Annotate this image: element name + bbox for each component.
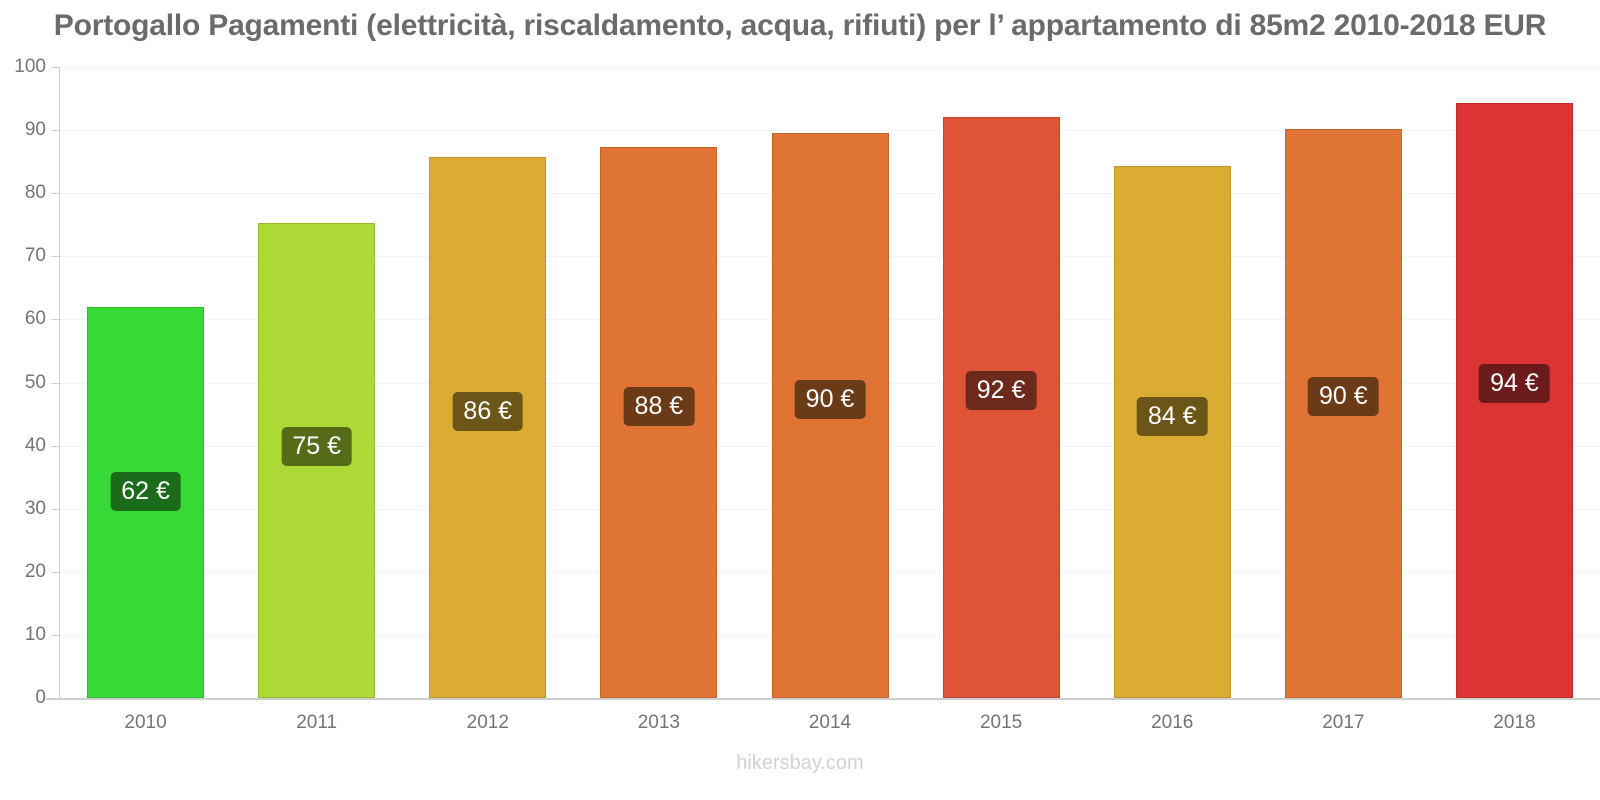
bar[interactable]: 75 € xyxy=(258,222,376,698)
x-axis-tick-label: 2010 xyxy=(124,712,167,733)
bar-value-label: 84 € xyxy=(1136,397,1208,437)
bar[interactable]: 92 € xyxy=(942,117,1060,698)
y-axis-tick-mark xyxy=(51,193,60,195)
y-axis-tick-label: 10 xyxy=(24,623,46,645)
gridline xyxy=(60,67,1600,68)
x-axis-tick-label: 2017 xyxy=(1322,712,1365,733)
bar[interactable]: 84 € xyxy=(1113,166,1231,698)
y-axis-tick-label: 0 xyxy=(35,687,46,708)
y-axis-tick-mark xyxy=(51,382,60,384)
bar[interactable]: 94 € xyxy=(1455,102,1573,698)
bar-value-label: 94 € xyxy=(1479,363,1550,403)
bar-value-label: 90 € xyxy=(794,379,866,419)
y-axis-tick-label: 60 xyxy=(24,308,46,330)
y-axis-tick-label: 20 xyxy=(24,560,46,582)
y-axis-tick-label: 70 xyxy=(24,245,46,267)
x-axis-tick-label: 2012 xyxy=(466,712,509,733)
y-axis-tick-label: 40 xyxy=(24,434,46,456)
x-axis-tick-label: 2013 xyxy=(637,712,681,733)
bar[interactable]: 90 € xyxy=(1284,128,1402,698)
bar[interactable]: 86 € xyxy=(429,156,547,698)
bar[interactable]: 62 € xyxy=(87,306,205,698)
bar-value-label: 92 € xyxy=(965,371,1037,411)
bar-value-label: 75 € xyxy=(281,427,352,467)
gridline xyxy=(60,130,1600,132)
y-axis-tick-mark xyxy=(51,571,60,573)
bar-value-label: 90 € xyxy=(1307,377,1379,417)
y-axis-tick-mark xyxy=(51,698,60,699)
x-axis-tick-label: 2015 xyxy=(979,712,1023,733)
source-watermark: hikersbay.com xyxy=(736,752,864,774)
y-axis-tick-label: 90 xyxy=(24,119,46,141)
y-axis-tick-label: 80 xyxy=(24,182,46,204)
y-axis-tick-label: 100 xyxy=(14,56,46,77)
bar[interactable]: 90 € xyxy=(771,133,889,698)
y-axis-tick-mark xyxy=(51,634,60,636)
bar-value-label: 62 € xyxy=(110,471,181,511)
bar[interactable]: 88 € xyxy=(600,146,718,698)
y-axis-tick-mark xyxy=(51,256,60,258)
y-axis-tick-label: 50 xyxy=(24,371,46,393)
x-axis-tick-label: 2018 xyxy=(1493,712,1536,733)
page-title: Portogallo Pagamenti (elettricità, risca… xyxy=(53,9,1547,42)
y-axis-tick-mark xyxy=(51,130,60,132)
bar-value-label: 86 € xyxy=(452,392,524,432)
x-axis-tick-label: 2016 xyxy=(1151,712,1194,733)
y-axis-tick-mark xyxy=(51,67,60,68)
x-axis-line xyxy=(46,698,1600,700)
plot-area: 62 € 75 € 86 € 88 € 90 € 92 € 84 € 90 € 94 € xyxy=(60,67,1600,698)
y-axis-tick-mark xyxy=(51,319,60,321)
x-axis-tick-label: 2014 xyxy=(808,712,852,733)
x-axis-tick-label: 2011 xyxy=(296,712,338,733)
y-axis-tick-label: 30 xyxy=(24,497,46,519)
y-axis-tick-mark xyxy=(51,445,60,447)
bar-value-label: 88 € xyxy=(623,386,695,426)
y-axis-tick-mark xyxy=(51,508,60,510)
